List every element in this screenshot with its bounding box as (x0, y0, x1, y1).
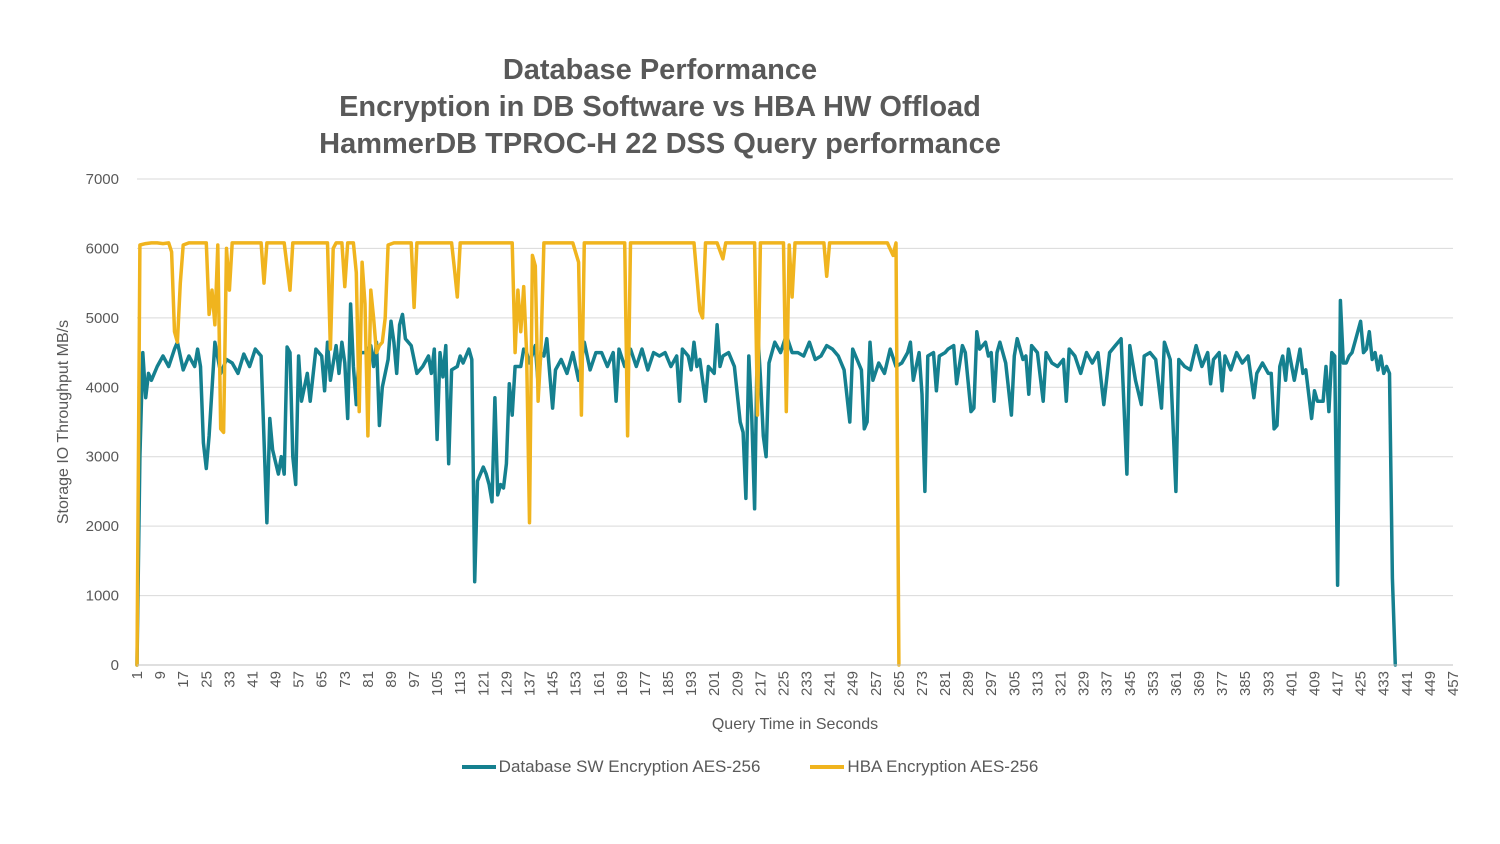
x-tick-label: 441 (1399, 671, 1416, 696)
x-tick-label: 297 (983, 671, 1000, 696)
x-tick-label: 1 (129, 671, 146, 679)
chart-title-line-3: HammerDB TPROC-H 22 DSS Query performanc… (319, 128, 1001, 160)
x-tick-label: 409 (1306, 671, 1323, 696)
x-tick-label: 81 (360, 671, 377, 688)
x-tick-label: 457 (1445, 671, 1462, 696)
x-tick-label: 321 (1053, 671, 1070, 696)
legend-label-db-sw: Database SW Encryption AES-256 (498, 757, 761, 776)
legend-swatch-hba (810, 765, 845, 769)
x-tick-label: 169 (614, 671, 631, 696)
x-tick-label: 313 (1029, 671, 1046, 696)
y-tick-label: 3000 (86, 449, 119, 466)
x-tick-label: 393 (1260, 671, 1277, 696)
x-tick-label: 25 (198, 671, 215, 688)
x-tick-label: 57 (291, 671, 308, 688)
y-tick-label: 1000 (86, 588, 119, 605)
x-tick-label: 177 (637, 671, 654, 696)
x-axis-ticks: 1 9 17 25 33 41 49 57 65 73 81 89 97 105 113 121 129 137 1… (129, 671, 1462, 696)
x-tick-label: 425 (1353, 671, 1370, 696)
legend-label-hba: HBA Encryption AES-256 (847, 757, 1039, 776)
y-tick-label: 0 (111, 657, 119, 674)
x-tick-label: 105 (429, 671, 446, 696)
x-tick-label: 65 (314, 671, 331, 688)
x-tick-label: 185 (660, 671, 677, 696)
x-tick-label: 41 (244, 671, 261, 688)
x-tick-label: 161 (591, 671, 608, 696)
y-tick-label: 6000 (86, 240, 119, 257)
x-tick-label: 433 (1376, 671, 1393, 696)
x-tick-label: 353 (1145, 671, 1162, 696)
x-tick-label: 145 (545, 671, 562, 696)
x-tick-label: 129 (498, 671, 515, 696)
legend: Database SW Encryption AES-256 HBA Encry… (0, 757, 1500, 777)
x-tick-label: 401 (1283, 671, 1300, 696)
x-tick-label: 337 (1099, 671, 1116, 696)
x-tick-label: 361 (1168, 671, 1185, 696)
y-tick-label: 5000 (86, 310, 119, 327)
x-tick-label: 9 (152, 671, 169, 679)
x-axis-title: Query Time in Seconds (712, 716, 878, 733)
y-tick-label: 7000 (86, 171, 119, 188)
x-tick-label: 201 (706, 671, 723, 696)
x-tick-label: 305 (1006, 671, 1023, 696)
x-tick-label: 113 (452, 671, 469, 695)
series-line-hba-encryption (135, 241, 901, 667)
x-tick-label: 329 (1076, 671, 1093, 696)
x-tick-label: 377 (1214, 671, 1231, 696)
x-tick-label: 257 (868, 671, 885, 696)
x-tick-label: 265 (891, 671, 908, 696)
x-tick-label: 209 (729, 671, 746, 696)
x-tick-label: 281 (937, 671, 954, 696)
x-tick-label: 233 (799, 671, 816, 696)
x-tick-label: 345 (1122, 671, 1139, 696)
y-tick-label: 2000 (86, 518, 119, 535)
x-tick-label: 153 (568, 671, 585, 696)
x-tick-label: 369 (1191, 671, 1208, 696)
x-tick-label: 193 (683, 671, 700, 696)
x-tick-label: 217 (752, 671, 769, 696)
x-tick-label: 289 (960, 671, 977, 696)
series-line-db-sw-encryption (135, 298, 1398, 667)
x-tick-label: 49 (268, 671, 285, 688)
legend-item-db-sw: Database SW Encryption AES-256 (461, 757, 761, 777)
x-tick-label: 449 (1422, 671, 1439, 696)
x-tick-label: 89 (383, 671, 400, 688)
legend-item-hba: HBA Encryption AES-256 (810, 757, 1038, 777)
chart-title-line-2: Encryption in DB Software vs HBA HW Offl… (339, 91, 981, 123)
x-tick-label: 17 (175, 671, 192, 688)
chart-title: Database Performance Encryption in DB So… (160, 52, 1160, 163)
x-tick-label: 241 (822, 671, 839, 696)
y-tick-label: 4000 (86, 379, 119, 396)
x-tick-label: 33 (221, 671, 238, 688)
legend-swatch-db-sw (461, 765, 496, 769)
y-axis-title: Storage IO Throughput MB/s (55, 320, 72, 524)
plot-area (135, 241, 1398, 667)
x-tick-label: 417 (1330, 671, 1347, 696)
y-axis-ticks: 0 1000 2000 3000 4000 5000 6000 7000 (86, 171, 119, 674)
chart-title-line-1: Database Performance (502, 54, 818, 86)
x-tick-label: 249 (845, 671, 862, 696)
x-tick-label: 73 (337, 671, 354, 688)
x-tick-label: 273 (914, 671, 931, 696)
x-tick-label: 121 (475, 671, 492, 696)
x-tick-label: 225 (775, 671, 792, 696)
x-tick-label: 385 (1237, 671, 1254, 696)
x-tick-label: 97 (406, 671, 423, 688)
x-tick-label: 137 (521, 671, 538, 696)
